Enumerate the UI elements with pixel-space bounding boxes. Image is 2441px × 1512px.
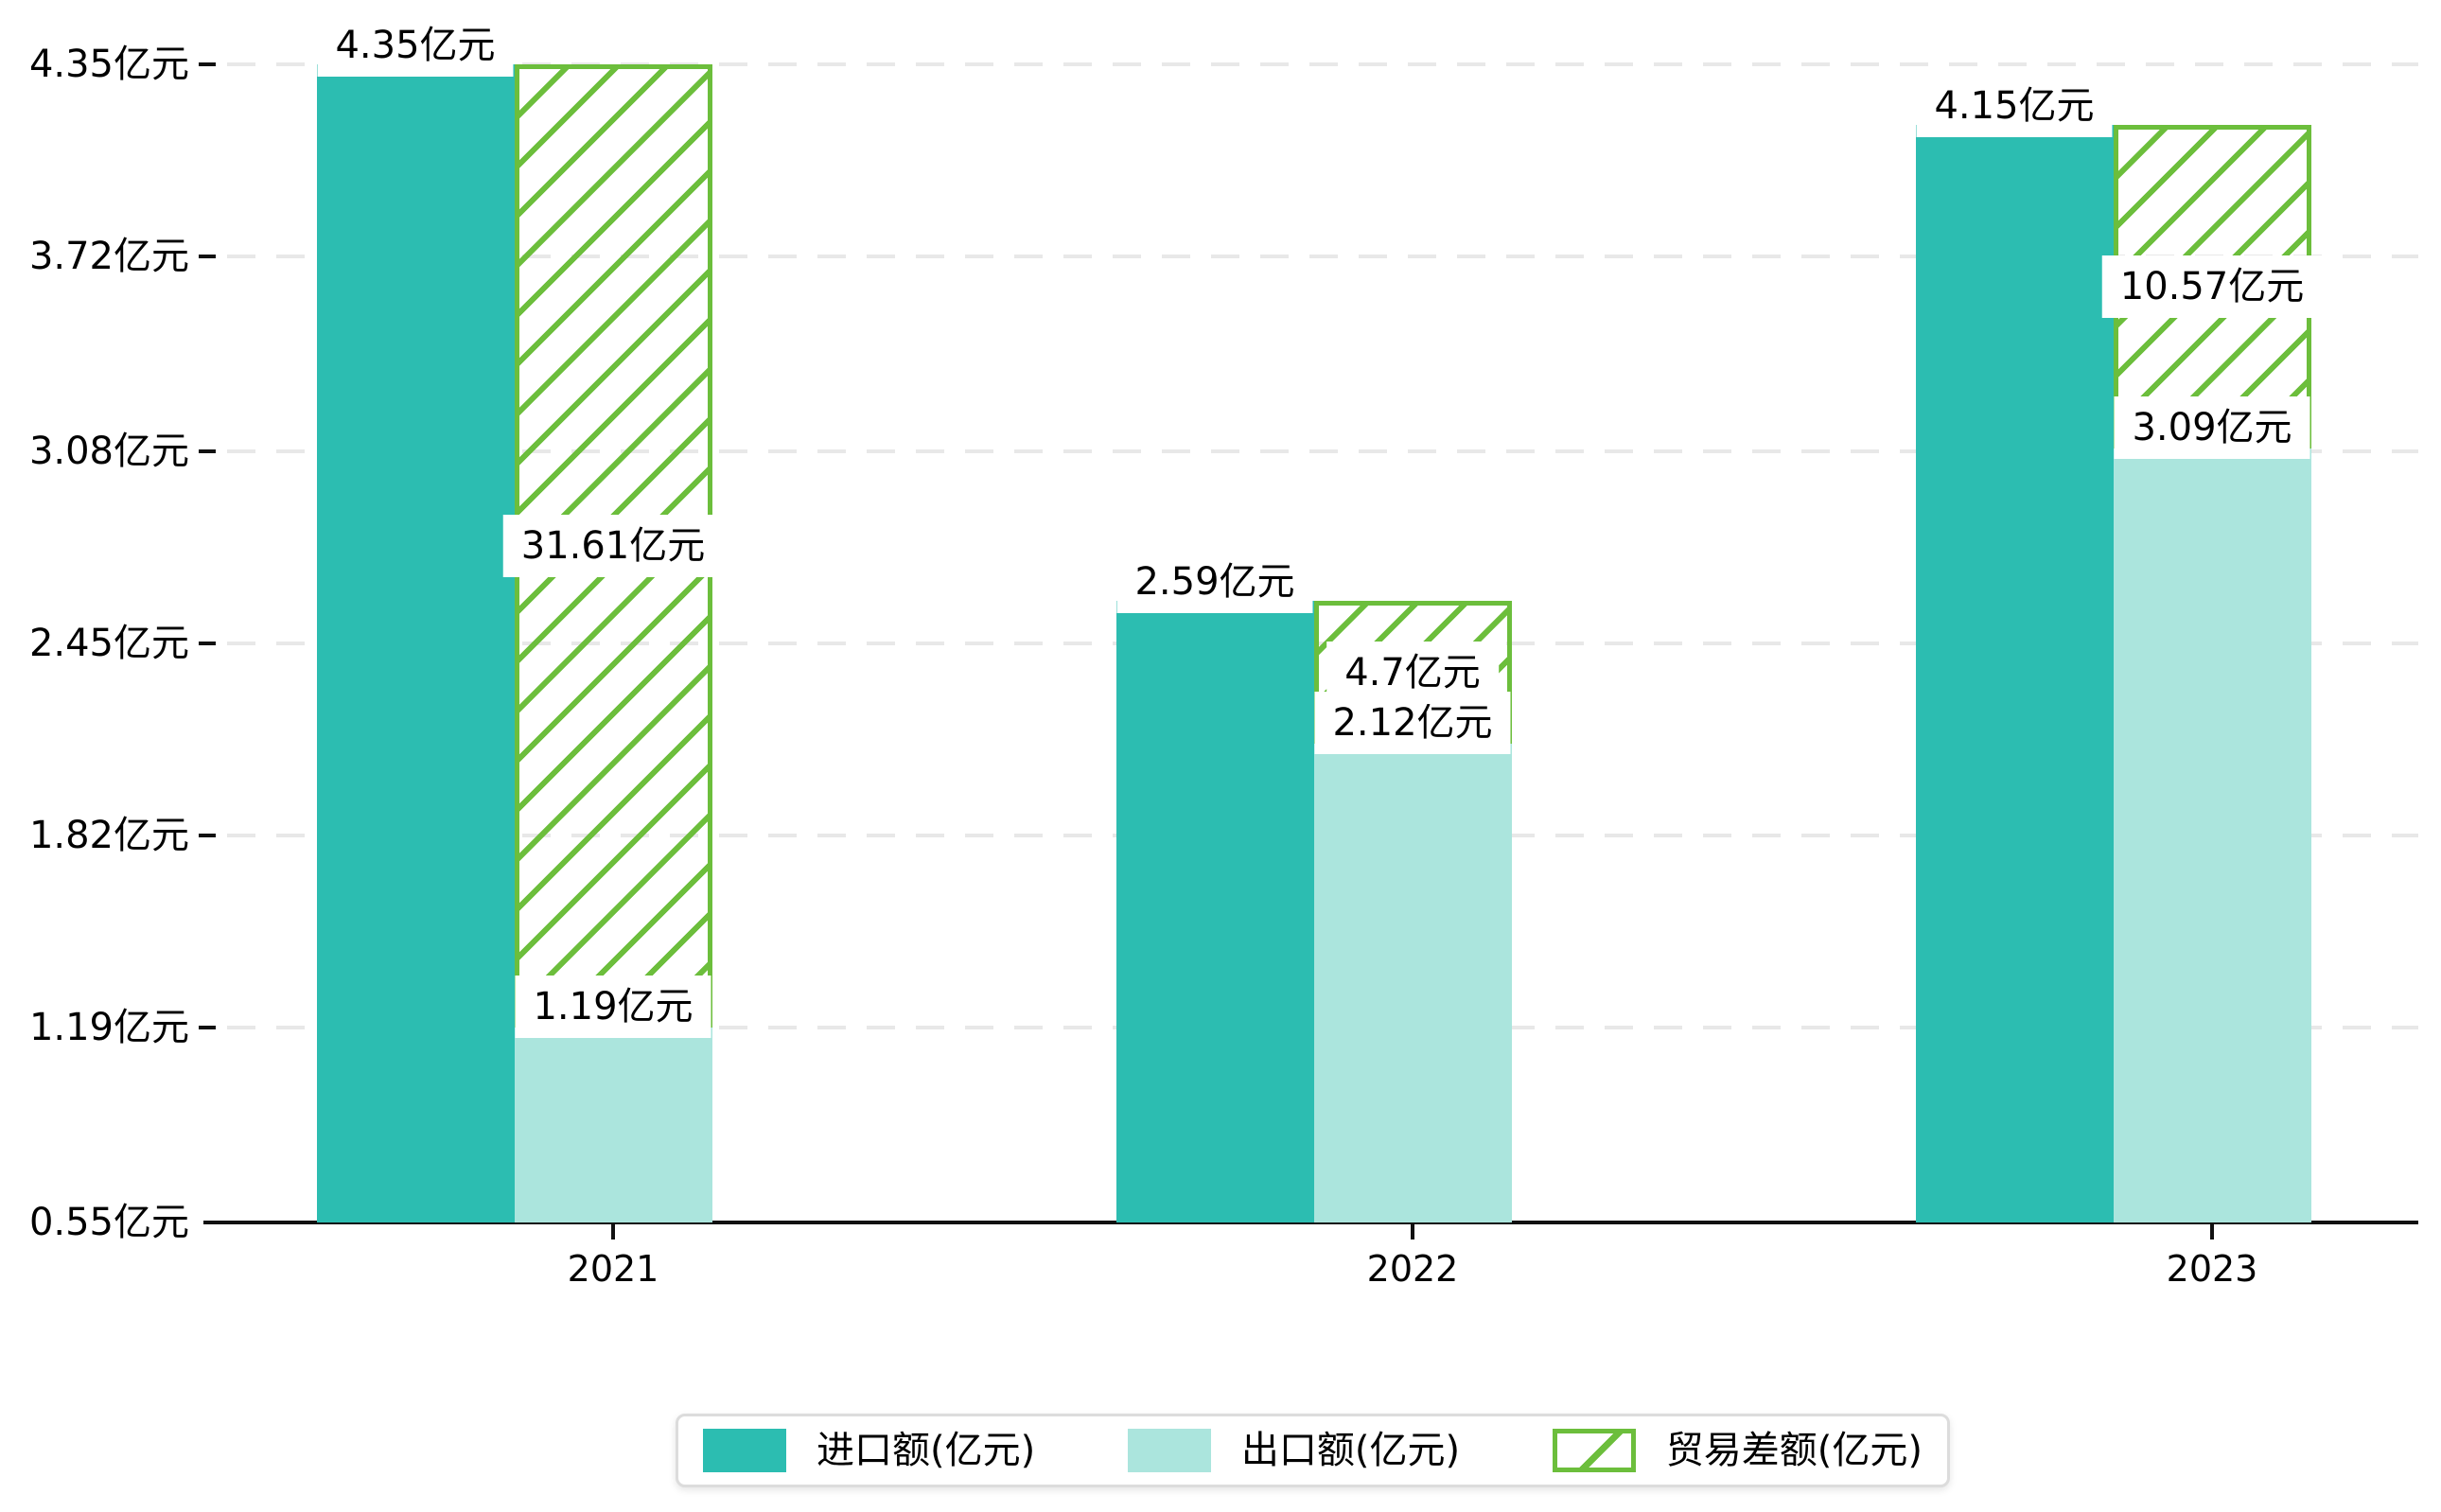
export-bar-2021 bbox=[515, 1028, 712, 1222]
export-value-label-2021: 1.19亿元 bbox=[515, 976, 711, 1038]
y-axis-tick bbox=[199, 834, 216, 837]
import-value-label-2023: 4.15亿元 bbox=[1916, 75, 2113, 137]
y-axis-tick bbox=[199, 62, 216, 66]
y-axis-label: 3.72亿元 bbox=[28, 235, 189, 278]
x-axis-label-2023: 2023 bbox=[2166, 1248, 2258, 1290]
import-value-label-2022: 2.59亿元 bbox=[1116, 551, 1313, 613]
balance-value-label-2022: 4.7亿元 bbox=[1326, 642, 1499, 704]
y-axis-label: 0.55亿元 bbox=[28, 1201, 189, 1244]
legend-label-balance: 贸易差额(亿元) bbox=[1665, 1429, 1923, 1472]
legend-entry-balance: 贸易差额(亿元) bbox=[1552, 1429, 1923, 1472]
balance-value-label-2021: 31.61亿元 bbox=[502, 515, 724, 577]
y-axis-tick bbox=[199, 449, 216, 453]
x-axis-line bbox=[203, 1221, 2418, 1224]
balance-value-label-2023: 10.57亿元 bbox=[2101, 255, 2323, 318]
y-axis-tick bbox=[199, 1026, 216, 1029]
gridline bbox=[227, 255, 2418, 258]
export-bar-2023 bbox=[2114, 448, 2311, 1222]
x-axis-tick bbox=[1411, 1222, 1414, 1239]
gridline bbox=[227, 449, 2418, 453]
y-axis-label: 1.82亿元 bbox=[28, 814, 189, 857]
legend-entry-export: 出口额(亿元) bbox=[1127, 1429, 1461, 1472]
import-bar-2023 bbox=[1916, 125, 2114, 1222]
legend-entry-import: 进口额(亿元) bbox=[703, 1429, 1035, 1472]
import-bar-2022 bbox=[1116, 601, 1314, 1222]
import-swatch-icon bbox=[703, 1429, 786, 1472]
export-bar-2022 bbox=[1314, 744, 1512, 1222]
x-axis-tick bbox=[611, 1222, 615, 1239]
balance-hatch-swatch-icon bbox=[1552, 1429, 1636, 1472]
y-axis-label: 4.35亿元 bbox=[28, 43, 189, 86]
y-axis-tick bbox=[199, 642, 216, 645]
y-axis-label: 2.45亿元 bbox=[28, 622, 189, 665]
x-axis-tick bbox=[2210, 1222, 2214, 1239]
legend-label-export: 出口额(亿元) bbox=[1240, 1429, 1461, 1472]
legend: 进口额(亿元) 出口额(亿元) 贸易差额(亿元) bbox=[676, 1414, 1950, 1487]
gridline bbox=[227, 62, 2418, 66]
y-axis-label: 1.19亿元 bbox=[28, 1006, 189, 1049]
legend-label-import: 进口额(亿元) bbox=[817, 1429, 1036, 1472]
export-value-label-2023: 3.09亿元 bbox=[2114, 396, 2310, 459]
export-swatch-icon bbox=[1127, 1429, 1211, 1472]
x-axis-label-2022: 2022 bbox=[1366, 1248, 1459, 1290]
y-axis-tick bbox=[199, 255, 216, 258]
x-axis-label-2021: 2021 bbox=[567, 1248, 659, 1290]
import-bar-2021 bbox=[317, 64, 515, 1222]
y-axis-label: 3.08亿元 bbox=[28, 430, 189, 473]
import-value-label-2021: 4.35亿元 bbox=[317, 14, 514, 77]
